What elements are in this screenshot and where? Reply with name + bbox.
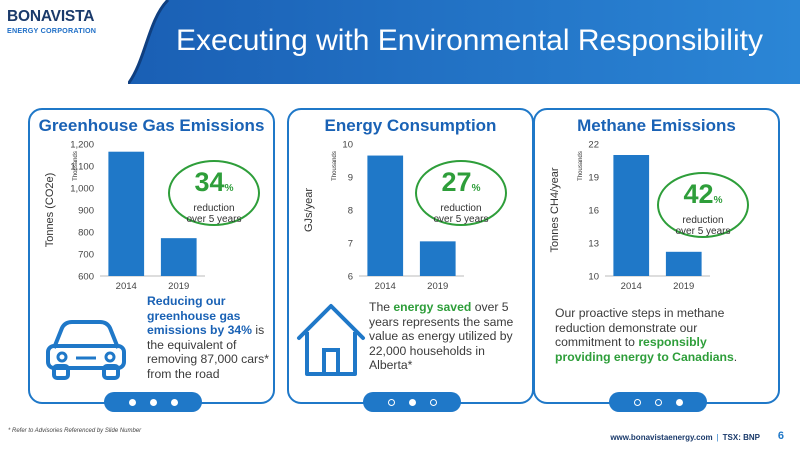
title-banner-background bbox=[128, 0, 800, 84]
bar bbox=[160, 238, 197, 276]
card-description: Our proactive steps in methane reduction… bbox=[555, 306, 765, 364]
badge-text-1: reduction bbox=[440, 203, 482, 214]
bar bbox=[108, 151, 145, 276]
y-tick-label: 9 bbox=[348, 173, 353, 184]
reduction-badge: 42% reduction over 5 years bbox=[657, 172, 749, 238]
y-tick-label: 7 bbox=[348, 239, 353, 250]
y-tick-label: 8 bbox=[348, 206, 353, 217]
card-description: The energy saved over 5 years represents… bbox=[369, 300, 519, 373]
chart-methane: Tonnes CH4/year Thousands 10 13 16 19 22 2014 20… bbox=[549, 140, 710, 292]
badge-value: 27 bbox=[441, 167, 472, 197]
car-icon bbox=[46, 320, 126, 380]
pagination-dot[interactable] bbox=[633, 398, 641, 406]
description-text: over 5 years represents the same value a… bbox=[369, 300, 514, 372]
badge-text-1: reduction bbox=[682, 215, 724, 226]
page-title: Executing with Environmental Responsibil… bbox=[176, 24, 763, 57]
unit-label: Thousands bbox=[332, 151, 338, 181]
card-description: Reducing our greenhouse gas emissions by… bbox=[147, 294, 273, 381]
y-tick-label: 1,000 bbox=[70, 184, 94, 195]
card-title: Greenhouse Gas Emissions bbox=[38, 116, 265, 135]
chart-ghg: Tonnes (CO2e) Thousands 600 700 800 900 1,000 1… bbox=[44, 140, 205, 292]
description-highlight: responsibly providing energy to Canadian… bbox=[555, 335, 734, 364]
unit-label: Thousands bbox=[73, 151, 79, 181]
y-tick-label: 600 bbox=[78, 272, 94, 283]
bar bbox=[613, 155, 650, 276]
pagination-dots bbox=[363, 392, 461, 412]
card-title: Energy Consumption bbox=[324, 116, 497, 135]
logo-subtitle: ENERGY CORPORATION bbox=[7, 26, 97, 35]
pagination-dot[interactable] bbox=[128, 398, 136, 406]
y-tick-label: 10 bbox=[342, 140, 353, 151]
reduction-badge: 34% reduction over 5 years bbox=[168, 160, 260, 226]
pagination-dots bbox=[609, 392, 707, 412]
title-banner: Executing with Environmental Responsibil… bbox=[128, 0, 800, 84]
y-axis-label: Tonnes CH4/year bbox=[549, 167, 561, 252]
footer-separator: | bbox=[716, 433, 719, 442]
y-tick-label: 16 bbox=[588, 206, 599, 217]
card-ghg-emissions: Greenhouse Gas Emissions Tonnes (CO2e) Th… bbox=[28, 108, 275, 412]
pagination-dot[interactable] bbox=[387, 398, 395, 406]
pagination-dot[interactable] bbox=[654, 398, 662, 406]
x-tick-label: 2019 bbox=[427, 281, 448, 292]
stock-ticker: TSX: BNP bbox=[722, 433, 760, 442]
bar bbox=[367, 155, 404, 276]
pagination-dot[interactable] bbox=[170, 398, 178, 406]
bar bbox=[419, 241, 456, 276]
house-icon bbox=[297, 304, 365, 376]
y-tick-label: 800 bbox=[78, 228, 94, 239]
website-link[interactable]: www.bonavistaenergy.com bbox=[610, 433, 713, 442]
y-tick-label: 1,200 bbox=[70, 140, 94, 151]
description-prefix: The bbox=[369, 300, 394, 314]
y-tick-label: 22 bbox=[588, 140, 599, 151]
description-highlight: Reducing our greenhouse gas emissions by… bbox=[147, 294, 252, 337]
unit-label: Thousands bbox=[578, 151, 584, 181]
description-highlight: energy saved bbox=[393, 300, 472, 314]
bar bbox=[665, 251, 702, 276]
y-axis-label: Tonnes (CO2e) bbox=[44, 173, 56, 248]
y-tick-label: 700 bbox=[78, 250, 94, 261]
x-tick-label: 2014 bbox=[375, 281, 396, 292]
y-tick-label: 1,100 bbox=[70, 162, 94, 173]
badge-text-2: over 5 years bbox=[675, 226, 731, 237]
y-tick-label: 6 bbox=[348, 272, 353, 283]
logo-wordmark: BONAVISTA bbox=[7, 8, 95, 25]
x-tick-label: 2019 bbox=[168, 281, 189, 292]
badge-text-1: reduction bbox=[193, 203, 235, 214]
chart-energy: GJs/year Thousands 6 7 8 9 10 2014 2019 bbox=[303, 140, 464, 292]
pagination-dot[interactable] bbox=[675, 398, 683, 406]
footnote: * Refer to Advisories Referenced by Slid… bbox=[8, 428, 142, 434]
page-number: 6 bbox=[777, 430, 784, 442]
badge-sign: % bbox=[713, 195, 723, 206]
y-tick-label: 10 bbox=[588, 272, 599, 283]
reduction-badge: 27% reduction over 5 years bbox=[415, 160, 507, 226]
description-prefix: Our proactive steps in methane reduction… bbox=[555, 306, 725, 349]
badge-sign: % bbox=[471, 183, 481, 194]
x-tick-label: 2019 bbox=[673, 281, 694, 292]
card-title: Methane Emissions bbox=[577, 116, 736, 135]
company-logo: BONAVISTA ENERGY CORPORATION bbox=[7, 9, 97, 43]
y-tick-label: 19 bbox=[588, 173, 599, 184]
x-tick-label: 2014 bbox=[621, 281, 642, 292]
pagination-dots bbox=[104, 392, 202, 412]
badge-value: 34 bbox=[194, 167, 225, 197]
description-text: is the equivalent of removing 87,000 car… bbox=[147, 323, 269, 381]
pagination-dot[interactable] bbox=[149, 398, 157, 406]
pagination-dot[interactable] bbox=[408, 398, 416, 406]
y-axis-label: GJs/year bbox=[303, 188, 315, 232]
badge-value: 42 bbox=[683, 179, 714, 209]
badge-text-2: over 5 years bbox=[433, 214, 489, 225]
card-energy-consumption: Energy Consumption GJs/year Thousands 6 7 8 9… bbox=[287, 108, 534, 412]
pagination-dot[interactable] bbox=[429, 398, 437, 406]
x-tick-label: 2014 bbox=[116, 281, 137, 292]
badge-sign: % bbox=[224, 183, 234, 194]
footer-info: www.bonavistaenergy.com | TSX: BNP bbox=[610, 433, 760, 442]
description-text: . bbox=[733, 349, 738, 364]
y-tick-label: 13 bbox=[588, 239, 599, 250]
badge-text-2: over 5 years bbox=[186, 214, 242, 225]
card-methane-emissions: Methane Emissions Tonnes CH4/year Thousan… bbox=[533, 108, 780, 412]
y-tick-label: 900 bbox=[78, 206, 94, 217]
